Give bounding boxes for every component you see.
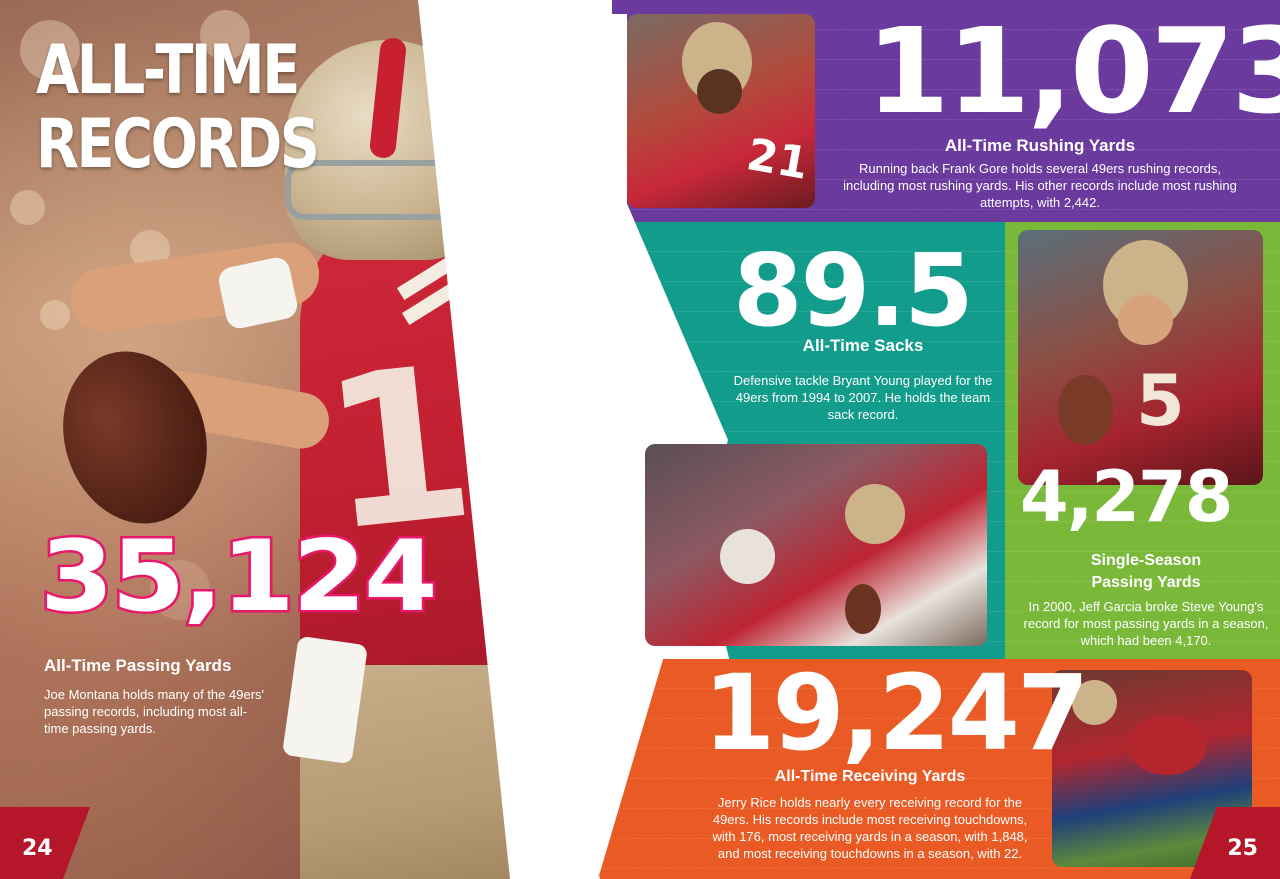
sacks-value: 89.5 (733, 232, 974, 349)
bryant-young-photo (645, 444, 987, 646)
page-title: ALL-TIME RECORDS (36, 31, 320, 184)
season-passing-description: In 2000, Jeff Garcia broke Steve Young's… (1023, 599, 1269, 648)
jeff-garcia-photo: 5 (1018, 230, 1263, 485)
sacks-label: All-Time Sacks (802, 336, 924, 355)
wristband (216, 255, 300, 331)
receiving-label: All-Time Receiving Yards (774, 768, 966, 785)
rushing-value: 11,073 (866, 2, 1280, 140)
season-passing-value: 4,278 (1020, 456, 1233, 538)
receiving-value: 19,247 (703, 652, 1089, 774)
receiving-description: Jerry Rice holds nearly every receiving … (712, 795, 1028, 861)
garcia-jersey-number: 5 (1136, 360, 1185, 442)
gore-jersey-number: 21 (743, 129, 813, 190)
title-line-1: ALL-TIME (36, 31, 300, 110)
season-passing-label-line-2: Passing Yards (1091, 574, 1201, 591)
passing-value: 35,124 (37, 518, 440, 637)
rushing-description: Running back Frank Gore holds several 49… (843, 161, 1237, 210)
season-passing-label-line-1: Single-Season (1090, 552, 1202, 569)
rushing-label: All-Time Rushing Yards (944, 136, 1136, 155)
sacks-description: Defensive tackle Bryant Young played for… (733, 373, 993, 422)
football (41, 332, 229, 543)
season-passing-label: Single-Season Passing Yards (1020, 550, 1272, 594)
passing-label: All-Time Passing Yards (44, 656, 232, 675)
frank-gore-photo: 21 (627, 14, 815, 208)
passing-description: Joe Montana holds many of the 49ers' pas… (44, 687, 265, 736)
title-line-2: RECORDS (36, 105, 320, 184)
